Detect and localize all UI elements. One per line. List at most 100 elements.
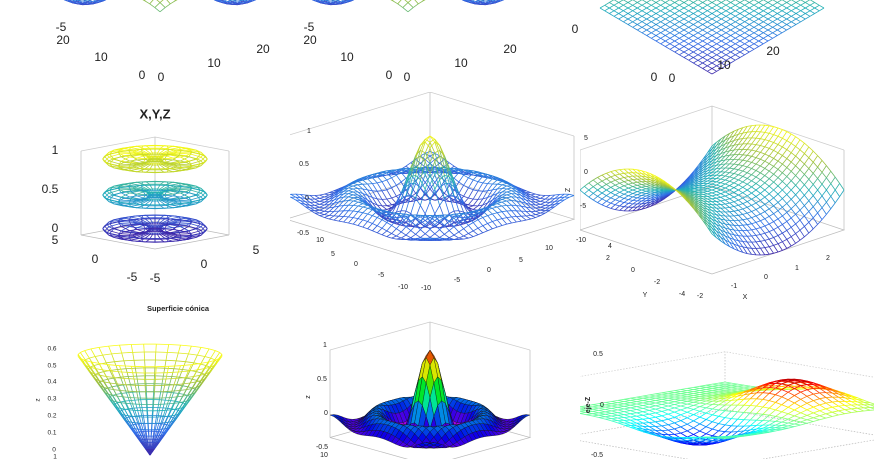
mesh-line [777, 13, 783, 17]
mesh-line [749, 18, 755, 23]
mesh-line [134, 232, 146, 237]
mesh-line [795, 7, 801, 12]
mesh-line [772, 26, 778, 31]
mesh-line [113, 156, 122, 160]
mesh-line [758, 2, 764, 6]
mesh-line [753, 46, 759, 50]
mesh-line [466, 0, 471, 2]
mesh-line [763, 26, 769, 31]
mesh-line [693, 32, 699, 36]
mesh-line [716, 48, 722, 53]
mesh-line [739, 48, 745, 53]
mesh-line [627, 0, 633, 3]
mesh-line [500, 0, 504, 2]
mesh-line [693, 46, 699, 50]
mesh-line [767, 24, 773, 28]
mesh-line [109, 163, 119, 167]
mesh-line [637, 2, 643, 6]
mesh-line [627, 21, 633, 25]
mesh-line [753, 35, 759, 39]
mesh-line [758, 7, 764, 12]
mesh-line [646, 10, 652, 14]
mesh-line [131, 154, 143, 156]
mesh-line [175, 0, 178, 1]
mesh-line [134, 198, 146, 202]
mesh-line [152, 159, 154, 166]
mesh-line [196, 163, 201, 169]
mesh-line [136, 199, 147, 205]
mesh-line [609, 7, 615, 12]
mesh-line [693, 18, 699, 23]
mesh-line [669, 26, 675, 31]
mesh-line [392, 0, 398, 5]
mesh-line [161, 233, 171, 239]
mesh-line [129, 204, 140, 208]
mesh-line [109, 187, 119, 191]
mesh-line [145, 158, 150, 163]
mesh-line [102, 192, 105, 196]
mesh-line [156, 152, 158, 159]
mesh-line [753, 21, 759, 25]
mesh-line [120, 199, 135, 202]
mesh-line [697, 48, 703, 53]
mesh-line [753, 26, 759, 31]
mesh-line [781, 24, 787, 28]
mesh-line [730, 21, 736, 25]
mesh-line [397, 3, 404, 8]
mesh-line [767, 21, 773, 25]
mesh-line [693, 7, 699, 12]
mesh-line [772, 35, 778, 39]
mesh-line [131, 190, 143, 192]
mesh-line [767, 29, 773, 34]
mesh-line [679, 15, 685, 20]
mesh-line [397, 0, 402, 5]
mesh-line [725, 59, 731, 64]
mesh-line [123, 189, 137, 192]
mesh-line [627, 18, 633, 23]
mesh-line [702, 24, 708, 28]
mesh-line [730, 54, 736, 58]
mesh-line [767, 15, 773, 20]
mesh-line [641, 29, 647, 34]
mesh-line [422, 0, 424, 1]
mesh-line [697, 65, 703, 69]
mesh-line [163, 199, 174, 205]
mesh-line [707, 70, 713, 75]
mesh-line [716, 26, 722, 31]
mesh-line [669, 40, 675, 45]
plot-area [599, 0, 825, 75]
mesh-line [159, 0, 164, 3]
mesh-line [697, 24, 703, 28]
mesh-line [646, 21, 652, 25]
mesh-line [108, 219, 121, 223]
mesh-line [725, 13, 731, 17]
mesh-line [152, 152, 154, 159]
mesh-line [683, 10, 689, 14]
mesh-line [693, 37, 699, 42]
mesh-line [167, 206, 179, 209]
mesh-line [725, 57, 731, 61]
mesh-line [781, 21, 787, 25]
mesh-line [711, 51, 717, 56]
mesh-line [730, 18, 736, 23]
mesh-line [702, 0, 708, 3]
mesh-line [674, 4, 680, 9]
mesh-line [749, 29, 755, 34]
mesh-line [604, 4, 610, 9]
mesh-line [800, 0, 806, 3]
mesh-line [707, 26, 713, 31]
mesh-line [772, 18, 778, 23]
mesh-line [674, 26, 680, 31]
mesh-line [168, 185, 182, 187]
mesh-line [781, 0, 787, 3]
mesh-line [129, 154, 140, 158]
mesh-line [165, 215, 174, 219]
mesh-line [725, 18, 731, 23]
mesh-line [160, 194, 165, 199]
mesh-line [173, 223, 187, 226]
mesh-line [159, 7, 166, 13]
mesh-line [767, 10, 773, 14]
mesh-line [716, 68, 722, 72]
mesh-line [165, 145, 174, 149]
mesh-line [145, 223, 151, 229]
